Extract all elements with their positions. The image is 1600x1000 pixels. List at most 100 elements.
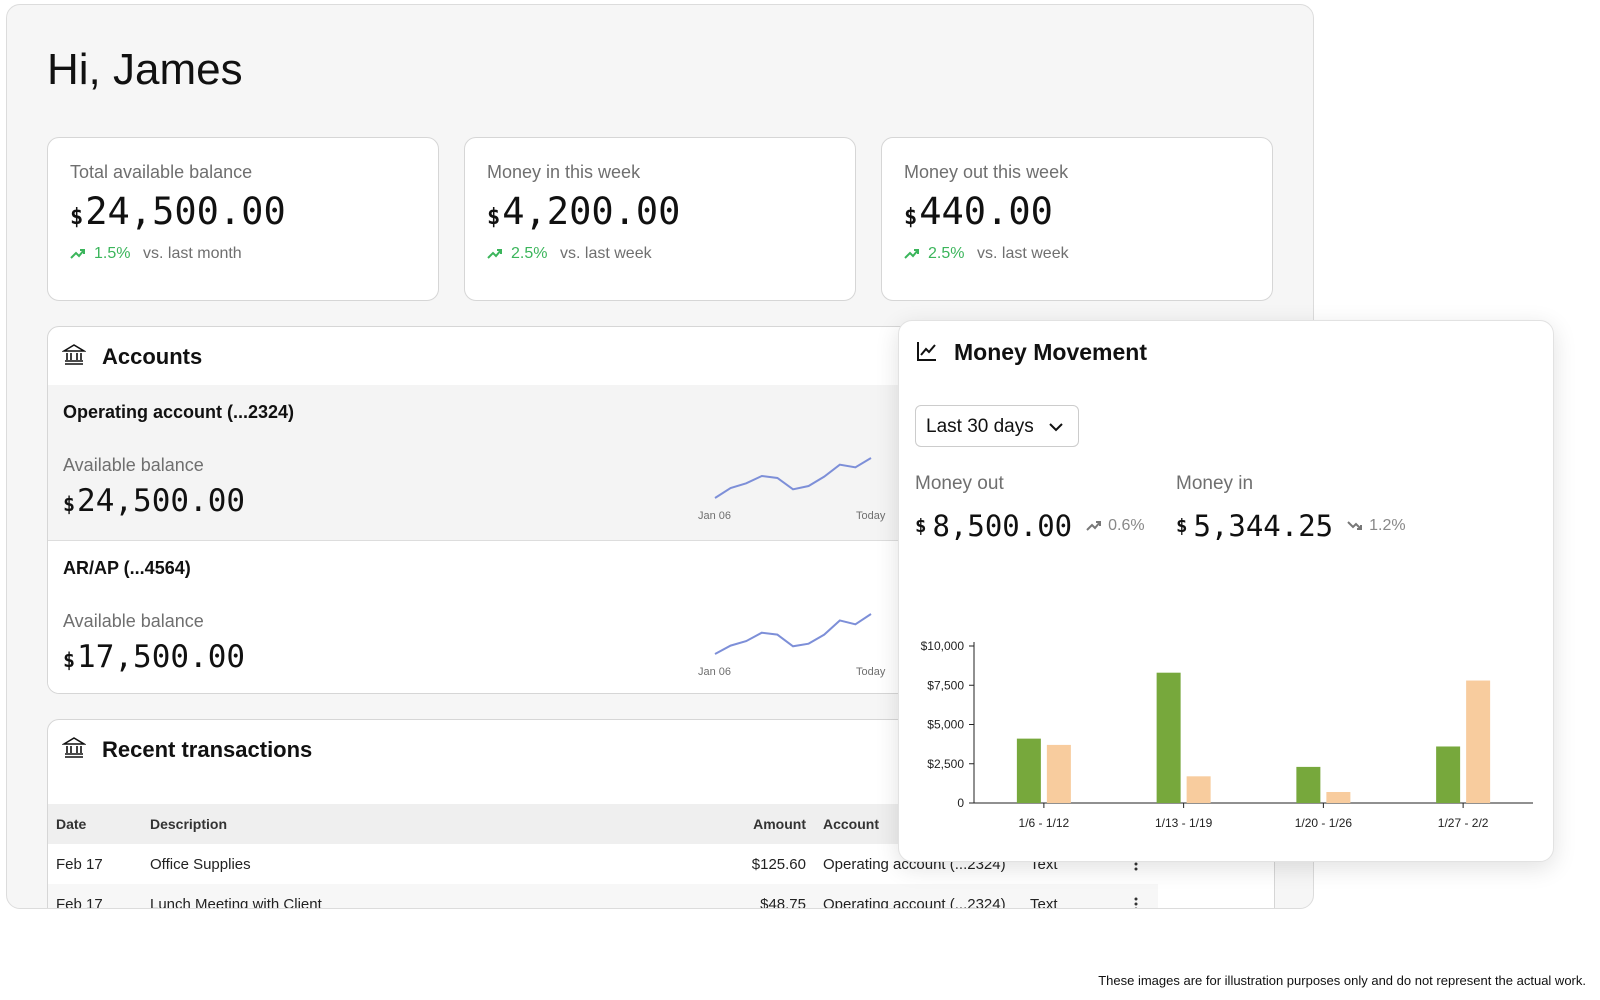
stat-card: Total available balance $24,500.00 1.5% vs.… — [47, 137, 439, 301]
amount: 8,500.00 — [932, 509, 1073, 543]
sparkline — [714, 457, 872, 499]
column-header: Account — [823, 816, 879, 832]
amount: 17,500.00 — [77, 639, 246, 675]
column-header: Description — [150, 816, 228, 832]
y-tick-label: $7,500 — [927, 678, 964, 692]
amount: 440.00 — [919, 190, 1053, 233]
column-header: Date — [56, 816, 87, 832]
currency: $ — [904, 205, 918, 230]
stat-label: Money out this week — [904, 162, 1069, 182]
trend-line — [714, 613, 872, 655]
greeting: Hi, James — [47, 45, 243, 94]
change: 2.5% — [928, 245, 965, 262]
bar — [1046, 744, 1071, 803]
bar — [1326, 792, 1351, 803]
currency: $ — [70, 205, 84, 230]
bank-icon — [62, 737, 86, 758]
trend-end: Today — [856, 666, 886, 678]
y-tick-label: $5,000 — [927, 718, 964, 732]
period: vs. last week — [977, 245, 1069, 262]
stat-label: Money in this week — [487, 162, 641, 182]
table-cell: Lunch Meeting with Client — [150, 896, 322, 909]
period: vs. last week — [560, 245, 652, 262]
currency: $ — [1176, 515, 1188, 537]
summary-amount: $8,500.00 0.6% — [915, 509, 1145, 543]
bar — [1436, 746, 1461, 803]
arrow — [1347, 521, 1363, 530]
bank-icon — [62, 344, 86, 365]
y-tick-label: $2,500 — [927, 757, 964, 771]
amount: 5,344.25 — [1193, 509, 1334, 543]
balance: $24,500.00 — [63, 483, 245, 519]
balance-label: Available balance — [63, 455, 204, 475]
period: vs. last month — [143, 245, 242, 262]
trend-start: Jan 06 — [698, 510, 732, 522]
arrow — [487, 249, 502, 259]
chevron — [1049, 423, 1063, 432]
amount: 24,500.00 — [77, 483, 246, 519]
row-menu[interactable] — [1132, 896, 1140, 909]
arrow — [904, 249, 919, 259]
x-tick-label: 1/20 - 1/26 — [1295, 816, 1353, 830]
trend-up-icon — [904, 249, 919, 259]
change: 1.2% — [1369, 517, 1406, 534]
dot — [1134, 907, 1138, 908]
trend-end: Today — [856, 510, 886, 522]
trend-start: Jan 06 — [698, 666, 732, 678]
trend-up-icon — [487, 249, 502, 259]
change: 1.5% — [94, 245, 131, 262]
stat-label: Total available balance — [70, 162, 253, 182]
table-cell: Feb 17 — [56, 896, 103, 909]
table-cell: Operating account (...2324) — [823, 896, 1006, 909]
summary-amount: $5,344.25 1.2% — [1176, 509, 1406, 543]
currency: $ — [63, 648, 76, 672]
bar — [1016, 738, 1041, 803]
bar — [1186, 776, 1211, 803]
table-cell: Text — [1030, 896, 1058, 909]
summary-label: Money out — [915, 473, 1004, 494]
chart-icon — [917, 342, 936, 361]
section-title: Recent transactions — [102, 737, 313, 762]
amount: 24,500.00 — [85, 190, 286, 233]
amount: 4,200.00 — [502, 190, 681, 233]
arrow — [70, 249, 85, 259]
panel-title: Money Movement — [954, 339, 1147, 365]
stat-amount: $440.00 — [904, 190, 1053, 233]
trend-line — [714, 457, 872, 499]
trend-up-icon — [70, 249, 85, 259]
sparkline — [714, 613, 872, 655]
table-cell: Feb 17 — [56, 856, 103, 873]
dot — [1134, 867, 1138, 871]
bar — [1296, 766, 1321, 803]
balance-label: Available balance — [63, 611, 204, 631]
summary-label: Money in — [1176, 473, 1254, 494]
currency: $ — [915, 515, 927, 537]
money-movement-panel: Money Movement Last 30 days Money out $8,… — [898, 320, 1554, 862]
stat-amount: $24,500.00 — [70, 190, 286, 233]
footnote: These images are for illustration purpos… — [1098, 973, 1586, 988]
table-row: Feb 17 Lunch Meeting with Client $48.75 Ope… — [48, 884, 1158, 909]
y-tick-label: $10,000 — [921, 639, 965, 653]
y-tick-label: 0 — [957, 796, 964, 810]
x-tick-label: 1/27 - 2/2 — [1438, 816, 1489, 830]
period-label: Last 30 days — [926, 416, 1034, 437]
bar-chart: 0 $2,500 $5,000 $7,500 $10,000 1/6 - 1/12 1/13… — [921, 639, 1533, 830]
account-name: AR/AP (...4564) — [63, 558, 191, 578]
stat-card: Money in this week $4,200.00 2.5% vs. last … — [464, 137, 856, 301]
dot — [1134, 902, 1138, 906]
currency: $ — [487, 205, 501, 230]
period-dropdown[interactable]: Last 30 days — [915, 405, 1079, 447]
dot — [1134, 897, 1138, 901]
balance: $17,500.00 — [63, 639, 245, 675]
x-tick-label: 1/13 - 1/19 — [1155, 816, 1213, 830]
trend-down-icon — [1347, 521, 1363, 530]
table-cell: $48.75 — [760, 896, 806, 909]
column-header: Amount — [753, 816, 806, 832]
bar — [1156, 672, 1181, 803]
change: 2.5% — [511, 245, 548, 262]
x-tick-label: 1/6 - 1/12 — [1019, 816, 1070, 830]
table-cell: Office Supplies — [150, 856, 251, 873]
trend-up-icon — [1086, 521, 1102, 531]
table-cell: $125.60 — [751, 856, 806, 873]
